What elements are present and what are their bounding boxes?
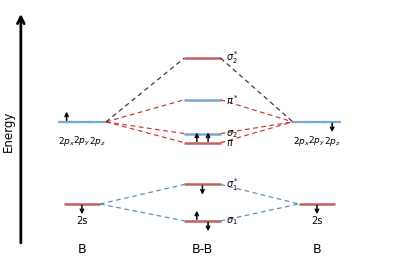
Text: $\sigma_1^*$: $\sigma_1^*$ [226,176,239,193]
Text: $\pi^*$: $\pi^*$ [226,93,239,107]
Text: 2s: 2s [311,216,323,226]
Text: $2p_x$: $2p_x$ [293,135,310,148]
Text: 2s: 2s [76,216,88,226]
Text: $\sigma_1$: $\sigma_1$ [226,215,238,227]
Text: $2p_y$: $2p_y$ [308,135,326,148]
Text: $2p_z$: $2p_z$ [89,135,105,148]
Text: B: B [313,243,321,256]
Text: $2p_y$: $2p_y$ [73,135,90,148]
Text: $\pi$: $\pi$ [226,138,234,148]
Text: B: B [78,243,86,256]
Text: $2p_x$: $2p_x$ [58,135,75,148]
Text: B-B: B-B [192,243,213,256]
Text: $\sigma_2$: $\sigma_2$ [226,128,238,139]
Text: Energy: Energy [2,110,15,152]
Text: $\sigma_2^*$: $\sigma_2^*$ [226,50,239,67]
Text: $2p_z$: $2p_z$ [324,135,341,148]
